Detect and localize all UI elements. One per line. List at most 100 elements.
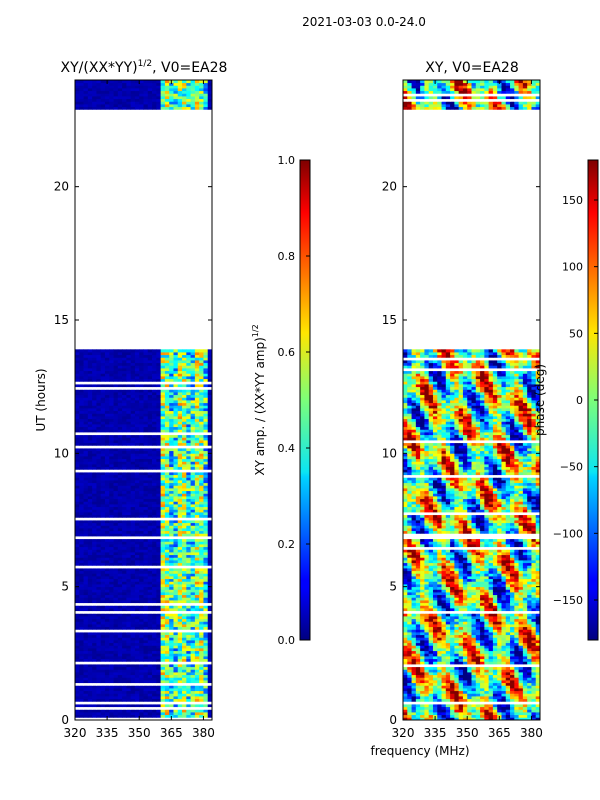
heatmap-cell: [130, 514, 136, 518]
heatmap-cell: [113, 709, 119, 713]
heatmap-cell: [139, 426, 144, 430]
heatmap-cell: [104, 549, 110, 553]
heatmap-cell: [194, 365, 200, 369]
heatmap-cell: [143, 392, 149, 396]
heatmap-cell: [173, 474, 179, 478]
heatmap-cell: [100, 562, 106, 566]
heatmap-cell: [164, 488, 170, 492]
heatmap-cell: [83, 421, 89, 425]
heatmap-cell: [92, 381, 97, 385]
heatmap-cell: [75, 477, 80, 481]
heatmap-cell: [134, 538, 140, 542]
heatmap-cell: [104, 424, 110, 428]
heatmap-cell: [75, 397, 80, 401]
heatmap-cell: [182, 610, 187, 614]
heatmap-cell: [79, 440, 84, 444]
heatmap-cell: [134, 658, 140, 662]
heatmap-cell: [164, 437, 170, 441]
heatmap-cell: [169, 616, 174, 620]
heatmap-cell: [182, 101, 187, 105]
heatmap-cell: [194, 442, 200, 446]
heatmap-cell: [173, 541, 179, 545]
heatmap-cell: [152, 442, 157, 446]
heatmap-cell: [87, 82, 93, 86]
heatmap-cell: [109, 426, 114, 430]
heatmap-cell: [113, 480, 119, 484]
heatmap-cell: [173, 709, 179, 713]
heatmap-cell: [403, 709, 408, 713]
heatmap-cell: [83, 608, 89, 612]
heatmap-cell: [147, 544, 153, 548]
heatmap-cell: [83, 88, 89, 92]
heatmap-cell: [177, 698, 183, 702]
heatmap-cell: [203, 704, 209, 708]
heatmap-cell: [100, 458, 106, 462]
heatmap-cell: [169, 424, 174, 428]
heatmap-cell: [139, 682, 144, 686]
heatmap-cell: [134, 677, 140, 681]
heatmap-cell: [117, 594, 123, 598]
heatmap-cell: [156, 360, 162, 364]
heatmap-cell: [169, 570, 174, 574]
heatmap-cell: [203, 530, 209, 534]
heatmap-cell: [126, 365, 132, 369]
heatmap-cell: [207, 624, 213, 628]
heatmap-cell: [92, 629, 97, 633]
heatmap-cell: [156, 392, 162, 396]
heatmap-cell: [113, 493, 119, 497]
heatmap-cell: [109, 357, 114, 361]
heatmap-cell: [130, 610, 136, 614]
heatmap-cell: [199, 450, 204, 454]
heatmap-cell: [186, 354, 191, 358]
heatmap-cell: [126, 549, 132, 553]
heatmap-cell: [100, 400, 106, 404]
heatmap-cell: [182, 506, 187, 510]
heatmap-cell: [437, 706, 442, 710]
heatmap-cell: [450, 714, 455, 718]
heatmap-cell: [190, 498, 196, 502]
heatmap-cell: [126, 421, 132, 425]
heatmap-cell: [122, 490, 127, 494]
heatmap-cell: [186, 440, 191, 444]
heatmap-cell: [420, 714, 425, 718]
heatmap-cell: [156, 448, 162, 452]
heatmap-cell: [186, 642, 191, 646]
heatmap-cell: [87, 445, 93, 449]
heatmap-cell: [96, 600, 102, 604]
heatmap-cell: [190, 629, 196, 633]
heatmap-cell: [113, 672, 119, 676]
heatmap-cell: [160, 714, 166, 718]
heatmap-cell: [186, 464, 191, 468]
heatmap-cell: [104, 506, 110, 510]
heatmap-cell: [207, 658, 213, 662]
heatmap-cell: [130, 536, 136, 540]
heatmap-cell: [104, 648, 110, 652]
heatmap-cell: [194, 549, 200, 553]
heatmap-cell: [143, 394, 149, 398]
heatmap-cell: [152, 360, 157, 364]
heatmap-cell: [87, 618, 93, 622]
heatmap-cell: [203, 517, 209, 521]
heatmap-cell: [177, 600, 183, 604]
heatmap-cell: [109, 581, 114, 585]
heatmap-cell: [117, 698, 123, 702]
heatmap-cell: [117, 565, 123, 569]
heatmap-cell: [143, 624, 149, 628]
heatmap-cell: [186, 522, 191, 526]
heatmap-cell: [164, 381, 170, 385]
heatmap-cell: [79, 704, 84, 708]
heatmap-cell: [96, 378, 102, 382]
heatmap-cell: [79, 416, 84, 420]
heatmap-cell: [83, 650, 89, 654]
heatmap-cell: [190, 493, 196, 497]
heatmap-cell: [147, 696, 153, 700]
heatmap-cell: [104, 698, 110, 702]
heatmap-cell: [109, 440, 114, 444]
heatmap-cell: [96, 106, 102, 110]
heatmap-cell: [177, 493, 183, 497]
heatmap-cell: [177, 672, 183, 676]
heatmap-cell: [83, 490, 89, 494]
heatmap-cell: [186, 696, 191, 700]
heatmap-cell: [160, 82, 166, 86]
heatmap-cell: [190, 480, 196, 484]
